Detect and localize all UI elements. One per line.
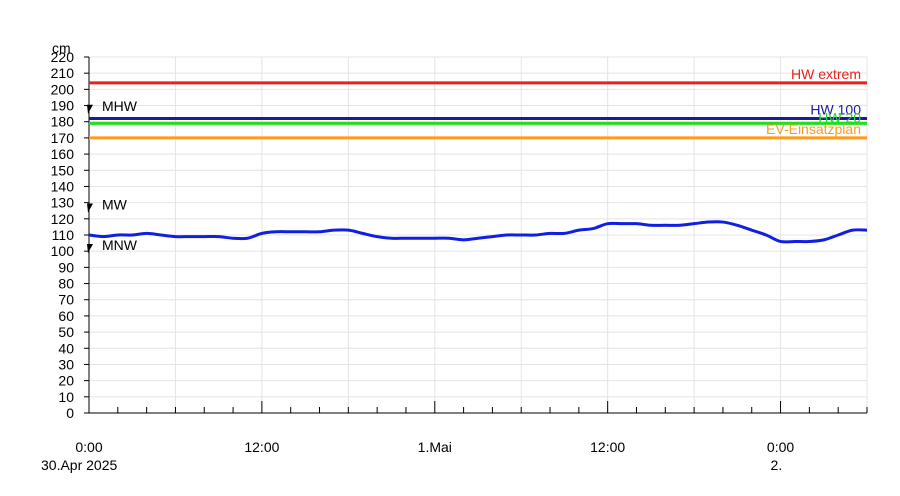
series-line [88, 220, 868, 244]
y-tick-label: 100 [51, 243, 75, 259]
axis-ticks: 0102030405060708090100110120130140150160… [41, 49, 868, 473]
grid-lines [89, 56, 868, 414]
series-lines [88, 220, 868, 244]
y-tick-label: 180 [51, 114, 75, 130]
y-tick-label: 140 [51, 178, 75, 194]
marker-label: MHW [102, 98, 138, 114]
y-tick-label: 60 [58, 308, 74, 324]
y-tick-label: 200 [51, 81, 75, 97]
reference-line-label: HW extrem [791, 66, 861, 82]
y-tick-label: 130 [51, 195, 75, 211]
y-tick-label: 150 [51, 162, 75, 178]
marker-triangle-icon [87, 104, 93, 114]
y-tick-label: 0 [66, 405, 74, 421]
y-tick-label: 210 [51, 65, 75, 81]
marker-label: MW [102, 196, 128, 212]
y-tick-label: 70 [58, 292, 74, 308]
y-tick-label: 30 [58, 356, 74, 372]
x-tick-label: 12:00 [590, 439, 625, 455]
x-tick-label: 0:00 [75, 439, 102, 455]
y-tick-label: 190 [51, 98, 75, 114]
y-tick-label: 120 [51, 211, 75, 227]
y-tick-label: 170 [51, 130, 75, 146]
reference-line-label: HW 20 [818, 109, 861, 125]
reference-line-label: HW 100 [810, 101, 861, 117]
x-tick-sublabel: 30.Apr 2025 [41, 457, 117, 473]
y-tick-label: 20 [58, 373, 74, 389]
x-tick-label: 12:00 [244, 439, 279, 455]
y-unit-label: cm [52, 40, 71, 56]
y-tick-label: 220 [51, 49, 75, 65]
marker-triangle-icon [87, 243, 93, 253]
reference-line-label: EV-Einsatzplan [766, 121, 861, 137]
y-tick-label: 10 [58, 389, 74, 405]
y-tick-label: 90 [58, 259, 74, 275]
x-tick-label: 1.Mai [418, 439, 452, 455]
y-tick-label: 50 [58, 324, 74, 340]
marker-triangle-icon [87, 203, 93, 213]
marker-label: MNW [102, 237, 138, 253]
x-tick-sublabel: 2. [771, 457, 783, 473]
y-tick-label: 40 [58, 340, 74, 356]
y-tick-label: 110 [52, 227, 75, 243]
y-tick-label: 80 [58, 276, 74, 292]
x-tick-label: 0:00 [767, 439, 794, 455]
level-markers: MHW MW MNW [87, 98, 138, 253]
y-tick-label: 160 [51, 146, 75, 162]
